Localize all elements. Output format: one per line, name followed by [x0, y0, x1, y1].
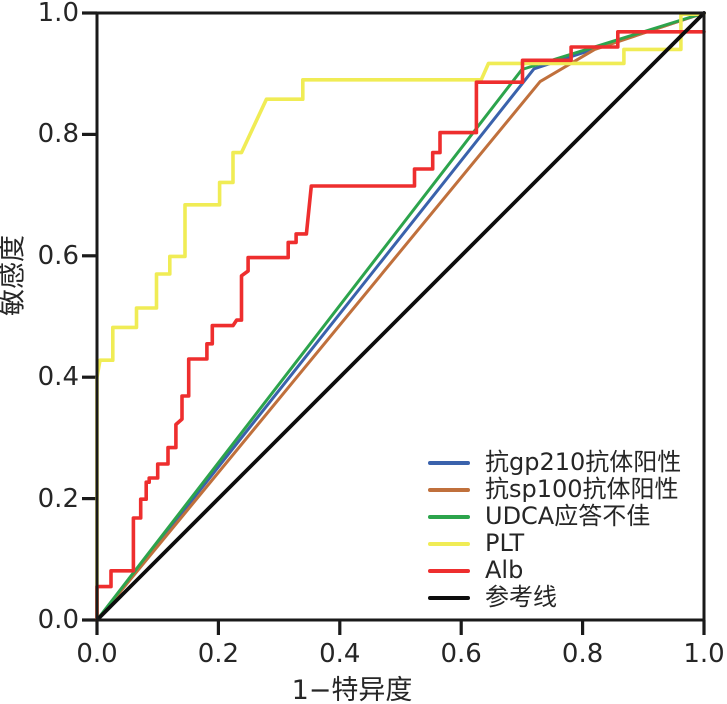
y-tick-label-1.0: 1.0: [37, 0, 79, 28]
plot-frame: [95, 11, 706, 622]
y-tick-label-0.2: 0.2: [37, 483, 79, 514]
legend-label: UDCA应答不佳: [485, 502, 651, 530]
legend-line-swatch: [428, 595, 470, 600]
legend-item: Alb: [428, 557, 681, 584]
x-tick-label-0.2: 0.2: [197, 639, 240, 669]
legend-line-swatch: [428, 514, 470, 519]
legend-line-swatch: [428, 487, 470, 492]
x-axis-title: 1−特异度: [291, 675, 413, 704]
legend-item: 抗gp210抗体阳性: [428, 449, 681, 476]
x-tick-label-0.0: 0.0: [76, 639, 118, 669]
legend-item: 抗sp100抗体阳性: [428, 476, 681, 503]
y-tick-label-0.6: 0.6: [37, 240, 79, 271]
legend-item: 参考线: [428, 584, 681, 611]
legend-label: 抗sp100抗体阳性: [485, 475, 679, 503]
legend-item: UDCA应答不佳: [428, 503, 681, 530]
legend-item: PLT: [428, 530, 681, 557]
y-tick-label-0.8: 0.8: [37, 119, 79, 150]
roc-curve-PLT: [95, 12, 706, 622]
legend-label: Alb: [485, 556, 524, 584]
x-tick-label-0.6: 0.6: [440, 639, 482, 669]
roc-curve-Alb: [95, 30, 706, 622]
y-axis-title: 敏感度: [0, 235, 29, 316]
x-tick-label-0.4: 0.4: [319, 639, 361, 669]
legend: 抗gp210抗体阳性 抗sp100抗体阳性 UDCA应答不佳 PLT Alb 参考线: [428, 449, 681, 611]
legend-label: PLT: [485, 529, 525, 557]
legend-line-swatch: [428, 568, 470, 573]
x-tick-label-1.0: 1.0: [683, 639, 725, 669]
legend-label: 抗gp210抗体阳性: [485, 448, 682, 476]
legend-line-swatch: [428, 541, 470, 546]
roc-curve-参考线: [95, 11, 706, 622]
y-tick-label-0.4: 0.4: [37, 362, 79, 393]
y-tick-label-0.0: 0.0: [37, 605, 79, 635]
legend-label: 参考线: [485, 583, 557, 611]
legend-line-swatch: [428, 460, 470, 465]
x-tick-label-0.8: 0.8: [561, 639, 604, 669]
